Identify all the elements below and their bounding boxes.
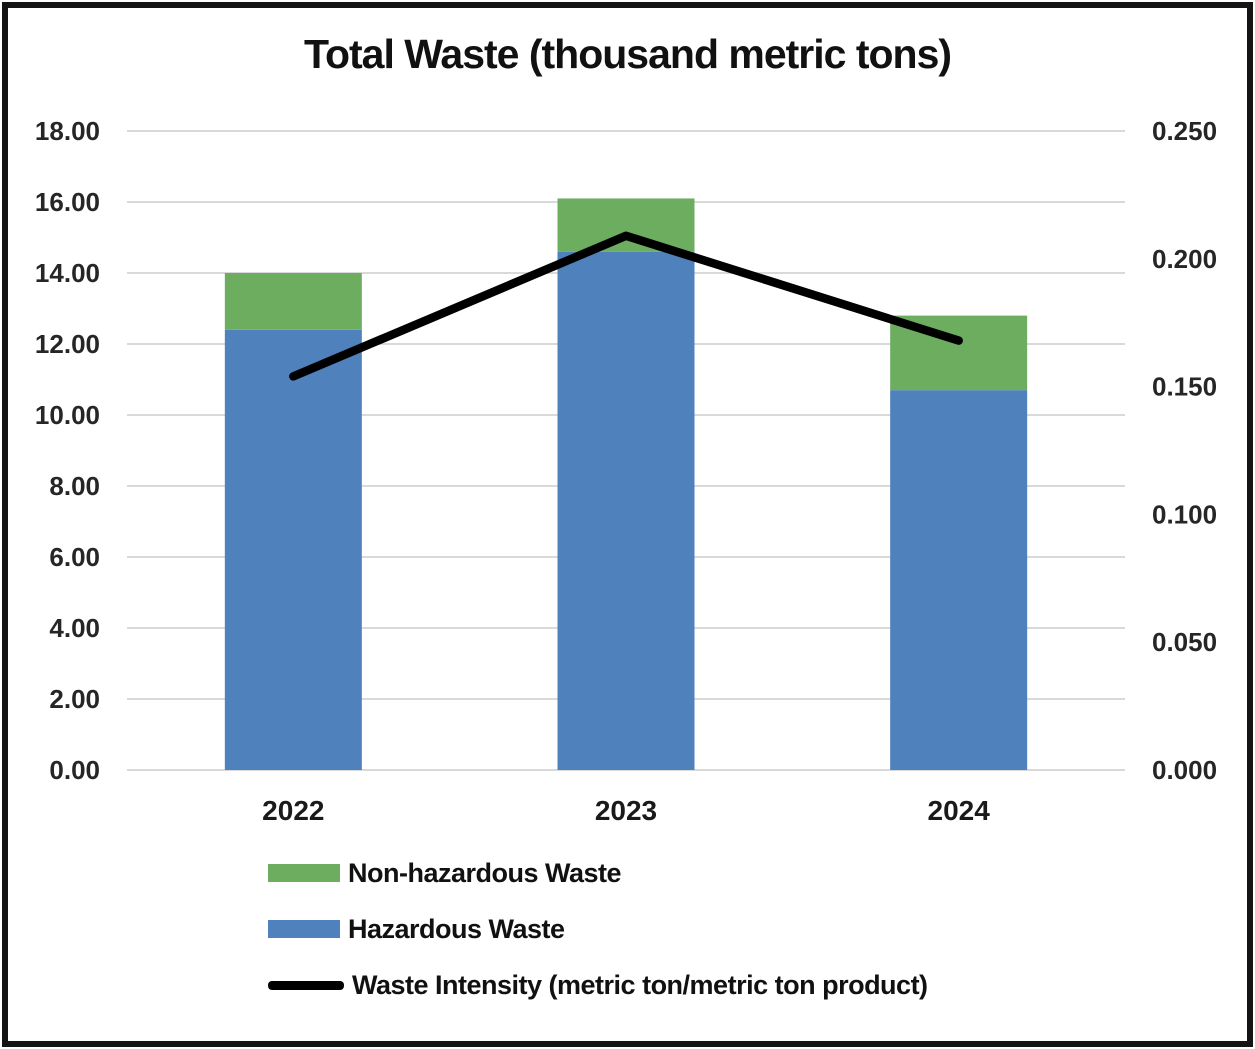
legend: Non-hazardous Waste Hazardous Waste Wast… [268,852,1128,1020]
left-axis-tick-label: 12.00 [35,329,100,359]
left-axis-tick-label: 16.00 [35,187,100,217]
x-axis-category-label: 2023 [595,795,657,826]
left-axis-tick-label: 6.00 [49,542,100,572]
left-axis-tick-label: 8.00 [49,471,100,501]
bar-segment-hazardous-waste-2022 [224,329,362,770]
waste-intensity-line [289,231,963,381]
x-axis-category-label: 2022 [262,795,324,826]
right-axis-tick-label: 0.200 [1152,244,1217,274]
right-axis-tick-label: 0.150 [1152,372,1217,402]
right-axis-tick-label: 0.250 [1152,116,1217,146]
left-axis-tick-label: 18.00 [35,116,100,146]
legend-label: Non-hazardous Waste [348,857,622,888]
waste-intensity-line-icon [268,980,344,990]
x-axis-category-label: 2024 [928,795,991,826]
legend-item-hazardous: Hazardous Waste [268,908,1128,950]
legend-item-waste-intensity: Waste Intensity (metric ton/metric ton p… [268,964,1128,1006]
legend-label: Hazardous Waste [348,913,565,944]
bar-segment-hazardous-waste-2024 [890,390,1028,770]
left-axis-tick-label: 4.00 [49,613,100,643]
left-axis-tick-label: 0.00 [49,755,100,785]
left-axis-tick-label: 10.00 [35,400,100,430]
left-axis-tick-label: 2.00 [49,684,100,714]
non-hazardous-swatch-icon [268,864,340,882]
hazardous-swatch-icon [268,920,340,938]
right-axis-tick-label: 0.100 [1152,499,1217,529]
legend-label: Waste Intensity (metric ton/metric ton p… [352,969,928,1000]
legend-item-non-hazardous: Non-hazardous Waste [268,852,1128,894]
bar-segment-non-hazardous-waste-2022 [224,273,362,330]
left-axis-tick-label: 14.00 [35,258,100,288]
bar-segment-hazardous-waste-2023 [557,251,695,770]
chart-title: Total Waste (thousand metric tons) [303,31,952,77]
right-axis-tick-label: 0.050 [1152,627,1217,657]
right-axis-tick-label: 0.000 [1152,755,1217,785]
bar-segment-non-hazardous-waste-2023 [557,198,695,252]
